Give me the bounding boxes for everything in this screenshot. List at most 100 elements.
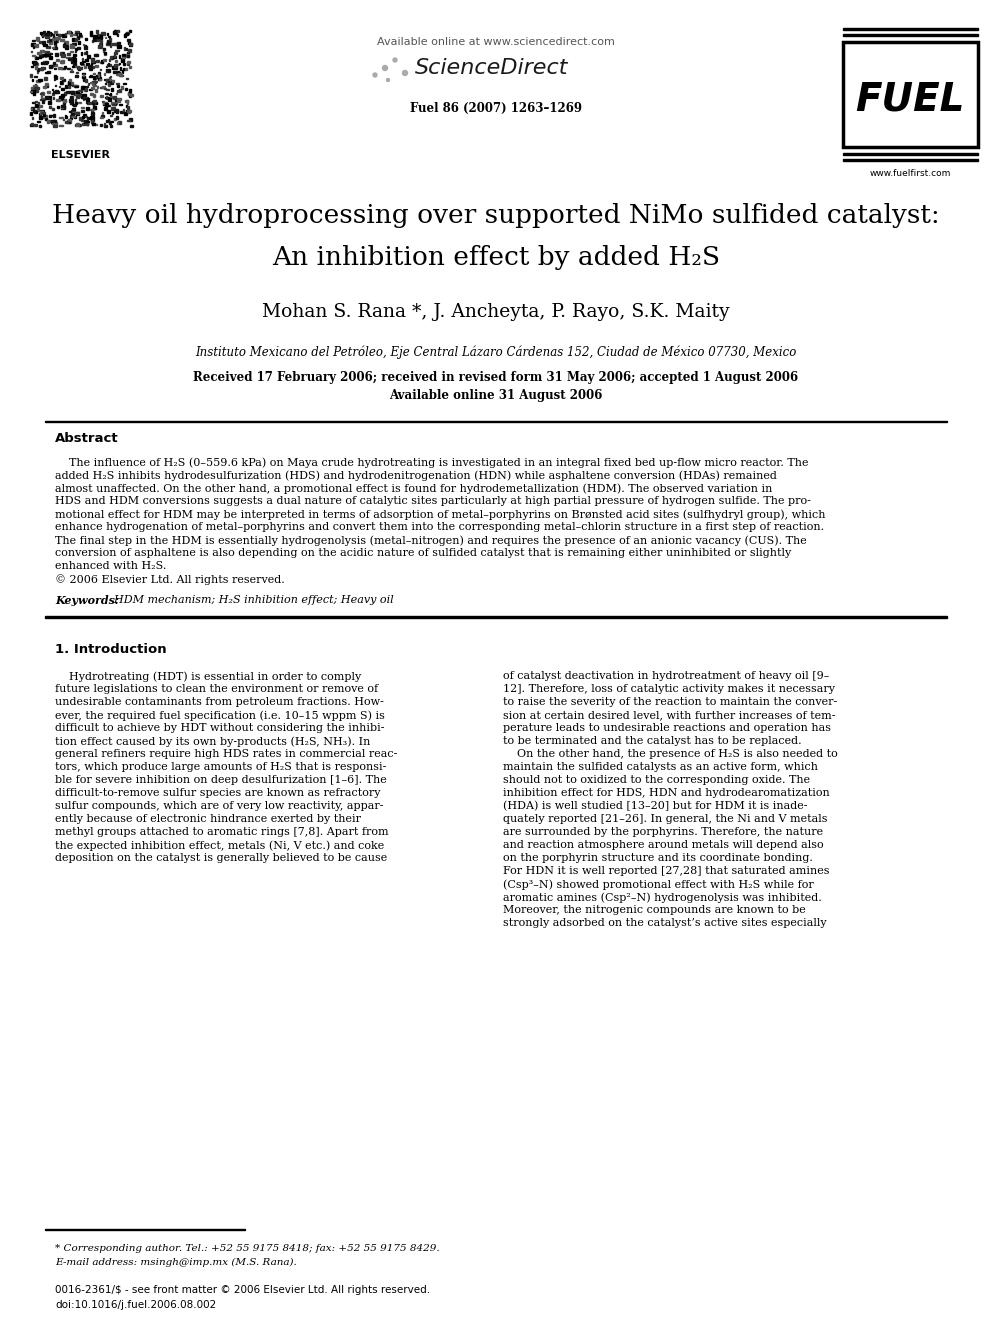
Bar	[112, 66, 115, 69]
Text: on the porphyrin structure and its coordinate bonding.: on the porphyrin structure and its coord…	[503, 853, 812, 863]
Text: ently because of electronic hindrance exerted by their: ently because of electronic hindrance ex…	[55, 814, 361, 824]
Bar	[109, 38, 111, 41]
Bar	[56, 90, 58, 93]
Bar	[91, 60, 94, 62]
Bar	[43, 54, 46, 57]
Bar	[49, 106, 51, 108]
Bar	[60, 97, 62, 99]
Bar	[112, 42, 116, 45]
Bar	[35, 89, 37, 90]
Bar	[67, 32, 69, 33]
Bar	[72, 42, 75, 45]
Bar	[81, 86, 82, 89]
Bar	[55, 45, 57, 46]
Bar	[86, 123, 88, 126]
Bar	[93, 38, 96, 41]
Text: Available online at www.sciencedirect.com: Available online at www.sciencedirect.co…	[377, 37, 615, 48]
Bar	[97, 34, 100, 37]
Bar	[30, 124, 33, 127]
Text: quately reported [21–26]. In general, the Ni and V metals: quately reported [21–26]. In general, th…	[503, 814, 827, 824]
Bar	[90, 94, 93, 95]
Bar	[93, 81, 94, 83]
Bar	[62, 44, 64, 46]
Bar	[47, 40, 50, 42]
Text: difficult-to-remove sulfur species are known as refractory: difficult-to-remove sulfur species are k…	[55, 789, 381, 798]
Bar	[55, 77, 57, 79]
Bar	[60, 52, 62, 54]
Bar	[87, 123, 88, 124]
Bar	[45, 61, 49, 62]
Text: 0016-2361/$ - see front matter © 2006 Elsevier Ltd. All rights reserved.: 0016-2361/$ - see front matter © 2006 El…	[55, 1285, 431, 1295]
Text: * Corresponding author. Tel.: +52 55 9175 8418; fax: +52 55 9175 8429.: * Corresponding author. Tel.: +52 55 917…	[55, 1244, 439, 1253]
Bar	[76, 71, 78, 74]
Bar	[97, 37, 100, 38]
Bar	[34, 87, 38, 89]
Bar	[105, 105, 107, 107]
Bar	[59, 33, 62, 36]
Bar	[123, 64, 125, 65]
Bar	[53, 122, 54, 124]
Bar	[32, 116, 33, 119]
Bar	[118, 122, 121, 124]
Bar	[60, 98, 62, 101]
Bar	[47, 45, 50, 48]
Text: Heavy oil hydroprocessing over supported NiMo sulfided catalyst:: Heavy oil hydroprocessing over supported…	[53, 202, 939, 228]
Bar	[40, 69, 44, 70]
Bar	[115, 60, 117, 62]
Bar	[117, 45, 121, 48]
Bar	[89, 89, 92, 90]
Bar	[100, 40, 102, 42]
Bar	[87, 102, 90, 105]
Bar	[62, 107, 65, 110]
Bar	[45, 77, 47, 79]
Bar	[74, 99, 75, 101]
Bar	[93, 103, 94, 106]
Bar	[56, 99, 60, 101]
Bar	[62, 89, 64, 90]
Bar	[88, 83, 89, 85]
Bar	[70, 112, 74, 115]
Bar	[63, 93, 65, 95]
Bar	[51, 33, 53, 34]
Bar	[85, 38, 87, 40]
Bar	[80, 119, 82, 120]
Text: ELSEVIER: ELSEVIER	[51, 149, 109, 160]
Bar	[126, 105, 128, 107]
Bar	[33, 110, 36, 112]
Bar	[91, 58, 92, 61]
Text: added H₂S inhibits hydrodesulfurization (HDS) and hydrodenitrogenation (HDN) whi: added H₂S inhibits hydrodesulfurization …	[55, 470, 777, 480]
Bar	[73, 60, 75, 61]
Bar	[50, 41, 52, 44]
Bar	[107, 42, 111, 45]
Bar	[65, 120, 68, 123]
Bar	[118, 71, 120, 74]
Bar	[107, 110, 110, 112]
Bar	[94, 77, 95, 79]
Bar	[61, 77, 62, 79]
Bar	[35, 90, 39, 93]
Bar	[119, 54, 120, 58]
Bar	[100, 95, 102, 97]
Bar	[81, 116, 84, 119]
Bar	[38, 57, 42, 58]
Bar	[55, 45, 56, 46]
Bar	[62, 34, 66, 37]
Text: tion effect caused by its own by-products (H₂S, NH₃). In: tion effect caused by its own by-product…	[55, 736, 370, 746]
Bar	[105, 103, 108, 106]
Bar	[110, 44, 111, 46]
Bar	[62, 54, 64, 57]
Bar	[90, 87, 94, 89]
Bar	[83, 52, 85, 54]
Bar	[75, 91, 77, 94]
Text: ScienceDirect: ScienceDirect	[415, 58, 568, 78]
Bar	[43, 66, 46, 69]
Bar	[93, 102, 95, 103]
Text: undesirable contaminants from petroleum fractions. How-: undesirable contaminants from petroleum …	[55, 697, 384, 706]
Bar	[42, 101, 44, 103]
Bar	[53, 97, 54, 99]
Bar	[96, 86, 98, 89]
Bar	[39, 41, 42, 42]
Bar	[102, 60, 106, 61]
Bar	[106, 120, 109, 122]
Bar	[65, 116, 67, 119]
